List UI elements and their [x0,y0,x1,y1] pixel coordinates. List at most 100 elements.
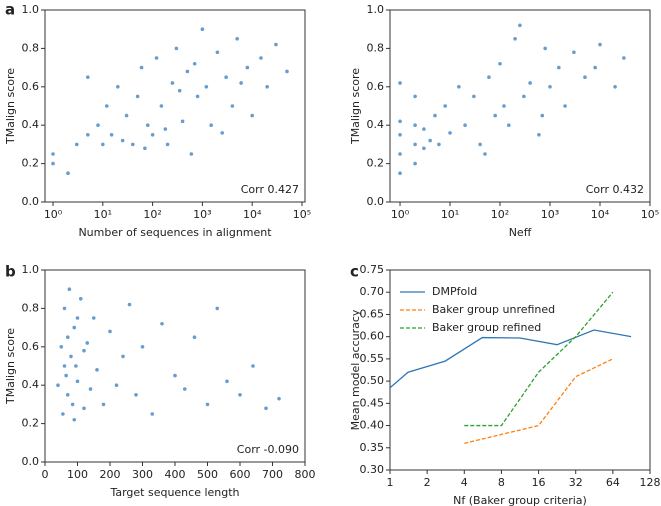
point [78,297,83,301]
y-tick-label: 0.2 [22,157,40,170]
x-tick-label: 100 [67,468,88,481]
point [130,142,135,147]
point [180,119,185,124]
point [498,61,502,66]
y-tick-label: 0.8 [22,301,40,314]
legend-label: Baker group refined [432,321,541,334]
y-tick-label: 1.0 [22,3,40,16]
point [259,56,263,60]
point [543,46,547,51]
point [478,142,482,147]
point [139,65,144,70]
point [437,142,441,147]
y-axis-label: TMalign score [4,68,17,145]
point [67,287,72,292]
y-tick-label: 0.8 [367,41,385,54]
line [464,291,614,427]
point [62,364,67,368]
point [265,85,269,89]
x-tick-label: 10⁴ [243,208,262,221]
point [522,94,526,99]
point [173,373,177,378]
legend-label: Baker group unrefined [432,303,555,316]
x-tick-label: 10³ [193,208,211,221]
x-axis-label: Target sequence length [109,486,239,499]
point [413,142,417,147]
point [109,133,114,137]
y-tick-label: 0.45 [360,396,385,409]
point [224,75,228,79]
x-axis-label: Neff [509,226,532,239]
point [120,138,125,143]
y-tick-label: 0.6 [22,80,40,93]
y-tick-label: 1.0 [367,3,385,16]
point [277,396,281,401]
point [74,364,78,368]
point [463,123,467,127]
y-tick-label: 0.65 [360,307,385,320]
point [86,133,90,137]
point [274,42,278,47]
point [189,152,194,156]
annotation: Corr 0.427 [241,183,299,196]
plot-frame [44,9,306,203]
point [215,50,220,55]
point [443,104,447,108]
point [507,123,511,127]
point [448,131,452,135]
line [389,329,632,389]
point [245,65,250,70]
x-tick-label: 0 [42,468,49,481]
point [583,75,587,79]
point [472,94,476,99]
point [185,69,190,74]
y-tick-label: 0.35 [360,441,385,454]
point [165,142,170,147]
point [398,133,402,137]
y-tick-label: 0.8 [22,41,40,54]
x-tick-label: 500 [197,468,218,481]
point [230,104,235,108]
point [593,65,597,70]
x-axis-label: Number of sequences in alignment [78,226,272,239]
y-tick-label: 0.0 [367,195,385,208]
y-tick-label: 0.40 [360,419,385,432]
point [483,152,487,156]
point [62,306,67,311]
x-tick-label: 10¹ [441,208,459,221]
point [150,133,155,137]
y-tick-label: 0.0 [22,195,40,208]
x-tick-label: 10⁵ [293,208,311,221]
x-tick-label: 32 [569,476,583,489]
point [127,302,132,307]
x-tick-label: 10⁵ [641,208,659,221]
point [95,368,99,372]
x-tick-label: 10⁰ [44,208,63,221]
point [598,42,602,47]
y-tick-label: 0.2 [367,157,385,170]
point [238,393,242,397]
x-tick-label: 300 [132,468,153,481]
point [82,348,86,353]
point [104,104,109,108]
point [88,387,93,391]
point [264,406,268,411]
point [134,393,138,397]
point [622,56,626,60]
point [557,65,561,70]
point [121,354,125,359]
x-tick-label: 64 [606,476,620,489]
point [177,88,182,93]
point [413,123,417,127]
panel-label: c [350,263,359,281]
y-tick-label: 0.50 [360,374,385,387]
point [135,94,140,99]
x-tick-label: 10¹ [94,208,112,221]
x-axis-label: Nf (Baker group criteria) [453,494,587,506]
y-tick-label: 0.4 [367,118,385,131]
point [160,321,164,326]
annotation: Corr 0.432 [586,183,644,196]
point [59,345,64,349]
x-tick-label: 700 [262,468,283,481]
